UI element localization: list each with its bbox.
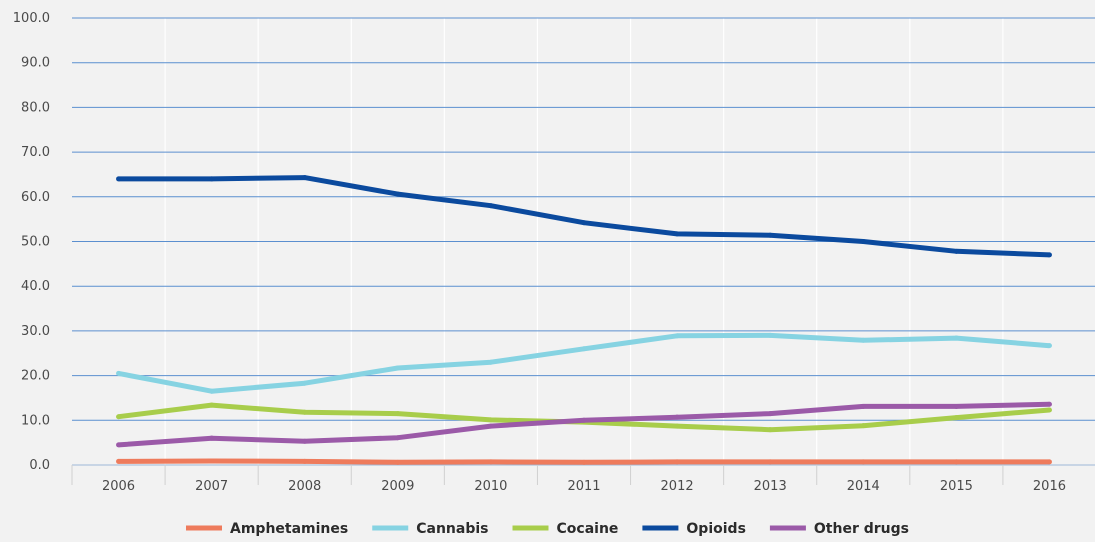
data-point-opioids — [767, 232, 773, 238]
data-point-opioids — [860, 239, 866, 244]
y-tick-label: 90.0 — [21, 56, 50, 71]
x-tick-label: 2012 — [661, 479, 694, 494]
data-point-other-drugs — [209, 435, 215, 441]
data-point-other-drugs — [767, 411, 773, 417]
x-tick-label: 2009 — [381, 479, 414, 494]
data-point-amphetamines — [395, 459, 401, 465]
data-point-opioids — [488, 203, 494, 209]
data-point-other-drugs — [581, 417, 587, 423]
data-point-cannabis — [674, 333, 680, 339]
data-point-cannabis — [209, 388, 215, 394]
legend-label: Cannabis — [416, 521, 488, 537]
data-point-cannabis — [1046, 343, 1052, 349]
data-point-amphetamines — [581, 459, 587, 465]
data-point-cocaine — [302, 409, 308, 415]
data-point-opioids — [116, 176, 122, 182]
data-point-other-drugs — [860, 403, 866, 409]
y-tick-label: 100.0 — [13, 11, 50, 26]
data-point-cannabis — [953, 335, 959, 341]
y-tick-label: 30.0 — [21, 324, 50, 339]
y-tick-label: 10.0 — [21, 413, 50, 428]
data-point-opioids — [1046, 252, 1052, 258]
data-point-opioids — [953, 248, 959, 254]
data-point-cocaine — [767, 427, 773, 433]
y-tick-label: 50.0 — [21, 235, 50, 250]
data-point-other-drugs — [302, 438, 308, 444]
x-tick-label: 2010 — [474, 479, 507, 494]
data-point-other-drugs — [1046, 401, 1052, 407]
data-point-opioids — [395, 191, 401, 197]
x-tick-label: 2008 — [288, 479, 321, 494]
data-point-amphetamines — [953, 459, 959, 465]
x-tick-label: 2006 — [102, 479, 135, 494]
data-point-cocaine — [860, 423, 866, 429]
y-tick-label: 20.0 — [21, 369, 50, 384]
data-point-amphetamines — [209, 458, 215, 464]
data-point-cocaine — [116, 414, 122, 420]
x-tick-label: 2007 — [195, 479, 228, 494]
data-point-cocaine — [674, 423, 680, 429]
data-point-amphetamines — [488, 459, 494, 465]
data-point-other-drugs — [395, 435, 401, 441]
data-point-cocaine — [953, 415, 959, 421]
data-point-amphetamines — [767, 459, 773, 465]
y-tick-label: 80.0 — [21, 100, 50, 115]
data-point-cocaine — [488, 417, 494, 423]
data-point-cannabis — [395, 365, 401, 371]
y-tick-label: 60.0 — [21, 190, 50, 205]
x-tick-label: 2011 — [567, 479, 600, 494]
data-point-other-drugs — [953, 403, 959, 409]
y-tick-label: 0.0 — [29, 458, 50, 473]
data-point-opioids — [302, 175, 308, 181]
data-point-opioids — [674, 231, 680, 237]
x-tick-label: 2016 — [1033, 479, 1066, 494]
data-point-other-drugs — [674, 414, 680, 420]
data-point-other-drugs — [488, 423, 494, 429]
data-point-amphetamines — [1046, 459, 1052, 465]
legend-label: Cocaine — [557, 521, 619, 537]
data-point-cannabis — [488, 359, 494, 365]
y-tick-label: 70.0 — [21, 145, 50, 160]
legend-label: Other drugs — [814, 521, 909, 537]
data-point-amphetamines — [302, 458, 308, 464]
data-point-cocaine — [395, 411, 401, 417]
data-point-amphetamines — [674, 459, 680, 465]
data-point-cannabis — [302, 380, 308, 386]
data-point-cannabis — [767, 332, 773, 338]
data-point-cannabis — [860, 337, 866, 343]
data-point-cannabis — [116, 370, 122, 376]
data-point-other-drugs — [116, 442, 122, 448]
data-point-opioids — [209, 176, 215, 182]
data-point-cannabis — [581, 346, 587, 352]
x-tick-label: 2015 — [940, 479, 973, 494]
x-tick-label: 2013 — [754, 479, 787, 494]
data-point-opioids — [581, 220, 587, 226]
legend-label: Amphetamines — [230, 521, 348, 537]
legend-label: Opioids — [686, 521, 746, 537]
data-point-amphetamines — [116, 458, 122, 464]
x-tick-label: 2014 — [847, 479, 880, 494]
data-point-amphetamines — [860, 459, 866, 465]
y-tick-label: 40.0 — [21, 279, 50, 294]
data-point-cocaine — [209, 402, 215, 408]
data-point-cocaine — [1046, 407, 1052, 413]
